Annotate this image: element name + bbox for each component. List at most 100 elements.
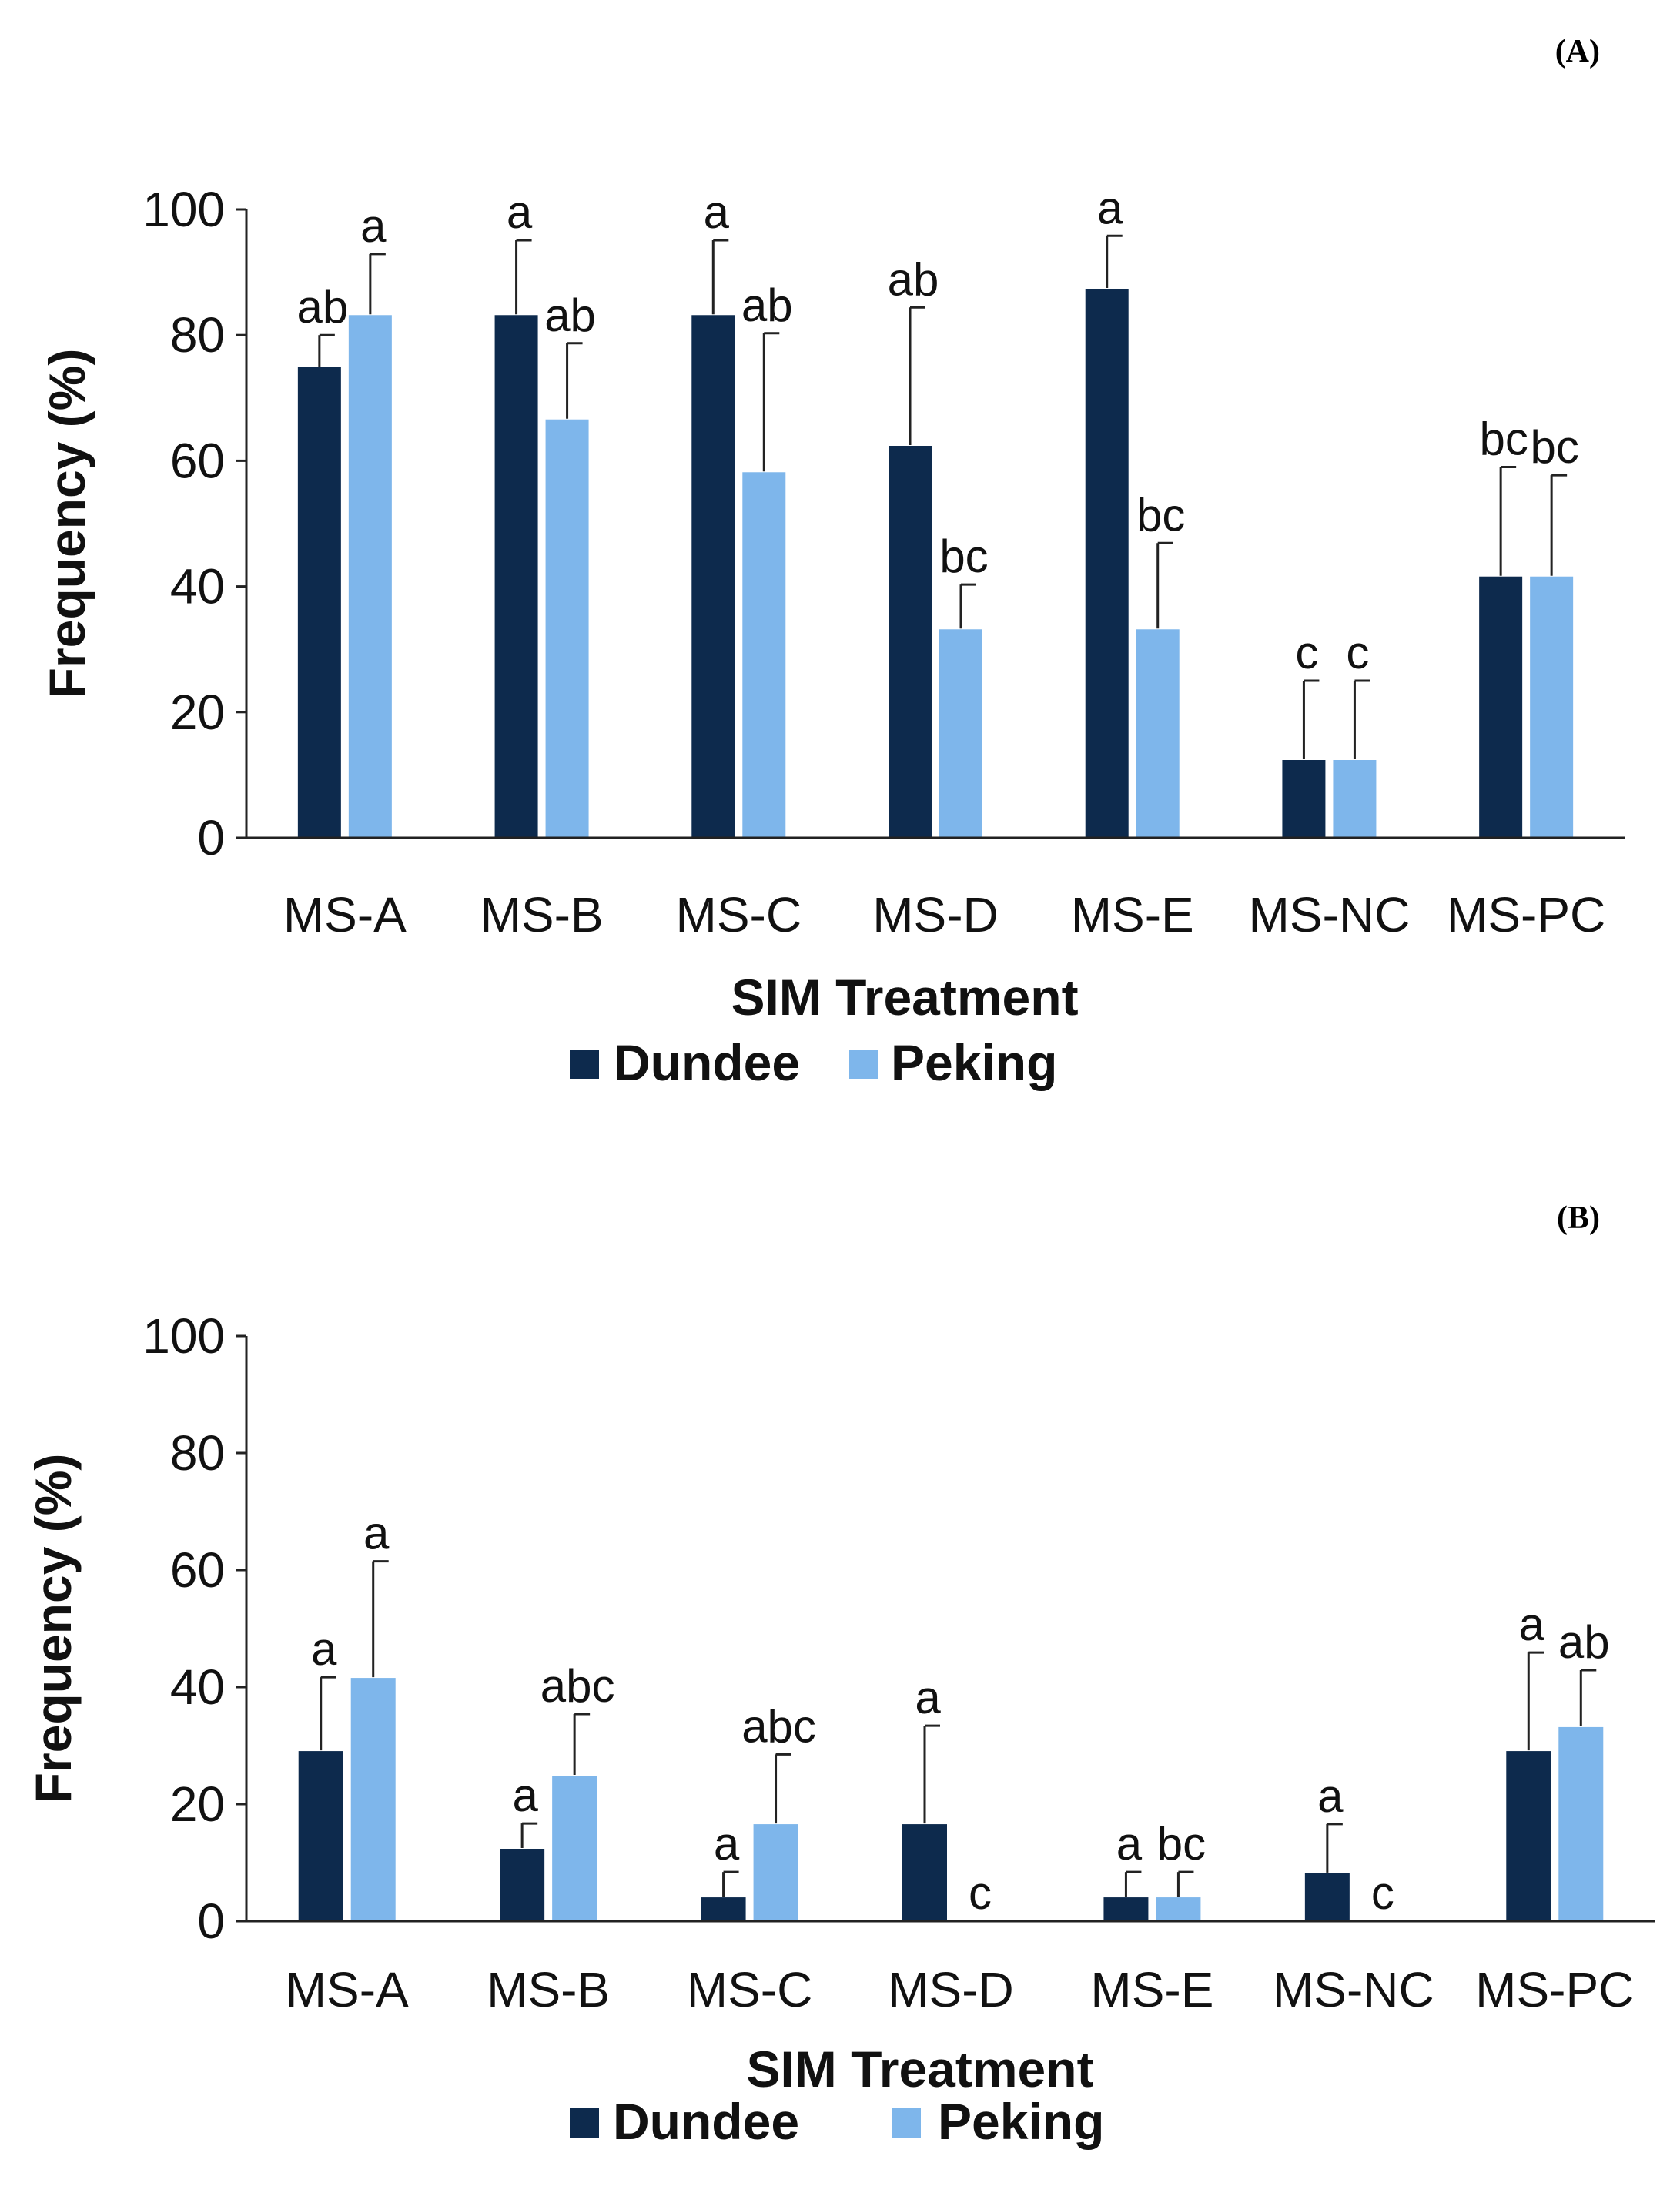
- significance-label: ab: [1558, 1616, 1610, 1668]
- x-tick-label: MS-D: [872, 887, 999, 942]
- significance-label: a: [363, 1508, 390, 1559]
- significance-label: c: [1295, 627, 1318, 678]
- error-bars: [320, 1560, 1597, 1897]
- significance-label: a: [507, 186, 533, 238]
- x-tick-label: MS-A: [286, 1962, 409, 2017]
- significance-label: bc: [1136, 489, 1185, 541]
- bar-peking-ms-d: [938, 628, 984, 839]
- significance-label: a: [915, 1672, 941, 1723]
- bar-dundee-ms-pc: [1504, 1749, 1553, 1923]
- legend-label-dundee: Dundee: [614, 1034, 800, 1091]
- significance-label: a: [1097, 182, 1123, 233]
- bar-dundee-ms-a: [296, 1749, 345, 1923]
- y-tick-label: 60: [170, 1542, 225, 1598]
- significance-label: ab: [741, 280, 793, 331]
- x-tick-label: MS-C: [687, 1962, 813, 2017]
- y-tick-label: 40: [170, 559, 225, 614]
- x-tick-label: MS-D: [888, 1962, 1014, 2017]
- chart-panel-b: (B) 0 20 40 60 80 100 a a a a a a a a abc abc c bc c ab MS…: [25, 1200, 1655, 2150]
- legend: Dundee Peking: [570, 1034, 1057, 1091]
- significance-labels: a a a a a a a a abc abc c bc c ab: [311, 1508, 1610, 1919]
- y-tick-label: 0: [197, 1893, 225, 1949]
- significance-label: abc: [540, 1660, 615, 1712]
- x-axis-title: SIM Treatment: [731, 969, 1078, 1026]
- y-tick-label: 60: [170, 433, 225, 488]
- y-tick-label: 40: [170, 1659, 225, 1715]
- significance-label: a: [1116, 1818, 1143, 1870]
- significance-label: c: [969, 1867, 992, 1919]
- x-tick-label: MS-A: [283, 887, 407, 942]
- bars: [296, 1676, 1605, 1923]
- bar-dundee-ms-a: [296, 366, 343, 839]
- bar-peking-ms-pc: [1528, 574, 1575, 839]
- x-tick-labels: MS-A MS-B MS-C MS-D MS-E MS-NC MS-PC: [283, 887, 1605, 942]
- bar-dundee-ms-c: [690, 313, 737, 839]
- significance-label: bc: [939, 531, 988, 582]
- legend-swatch-peking: [892, 2108, 921, 2138]
- bar-dundee-ms-b: [498, 1847, 547, 1922]
- x-tick-labels: MS-A MS-B MS-C MS-D MS-E MS-NC MS-PC: [286, 1962, 1635, 2017]
- bar-peking-ms-pc: [1557, 1725, 1605, 1922]
- bar-peking-ms-a: [346, 313, 393, 839]
- legend-swatch-peking: [849, 1050, 878, 1079]
- legend-swatch-dundee: [570, 2108, 599, 2138]
- panel-label: (B): [1557, 1200, 1600, 1236]
- significance-label: bc: [1157, 1818, 1206, 1870]
- bar-dundee-ms-nc: [1303, 1871, 1351, 1922]
- y-tick-labels: 0 20 40 60 80 100: [142, 182, 246, 865]
- significance-label: bc: [1479, 413, 1528, 465]
- y-tick-label: 0: [197, 810, 225, 865]
- significance-label: abc: [741, 1700, 816, 1752]
- significance-label: a: [1519, 1599, 1545, 1650]
- bar-dundee-ms-d: [901, 1823, 949, 1923]
- bar-dundee-ms-c: [699, 1896, 748, 1923]
- y-tick-label: 100: [142, 182, 225, 237]
- bars: [296, 287, 1575, 839]
- bar-peking-ms-c: [751, 1823, 800, 1923]
- significance-label: a: [360, 200, 387, 252]
- legend-swatch-dundee: [570, 1050, 599, 1079]
- y-axis-title: Frequency (%): [38, 349, 95, 699]
- bar-dundee-ms-d: [887, 444, 933, 839]
- significance-label: a: [714, 1818, 740, 1870]
- bar-peking-ms-e: [1134, 628, 1181, 839]
- bar-peking-ms-e: [1154, 1896, 1203, 1923]
- x-tick-label: MS-NC: [1273, 1962, 1434, 2017]
- bar-dundee-ms-e: [1102, 1896, 1150, 1923]
- x-axis-title: SIM Treatment: [746, 2041, 1093, 2098]
- x-tick-label: MS-PC: [1475, 1962, 1634, 2017]
- x-tick-label: MS-B: [480, 887, 604, 942]
- bar-dundee-ms-b: [493, 313, 540, 839]
- significance-label: bc: [1530, 421, 1578, 473]
- x-tick-label: MS-E: [1071, 887, 1194, 942]
- bar-dundee-ms-e: [1083, 287, 1130, 839]
- y-tick-label: 80: [170, 1425, 225, 1481]
- panel-label: (A): [1555, 34, 1600, 69]
- x-tick-label: MS-C: [676, 887, 802, 942]
- significance-label: a: [1317, 1770, 1344, 1822]
- y-tick-label: 20: [170, 1776, 225, 1832]
- legend-label-dundee: Dundee: [613, 2093, 799, 2150]
- y-tick-label: 20: [170, 685, 225, 740]
- significance-label: ab: [296, 281, 348, 333]
- significance-label: c: [1346, 627, 1369, 678]
- bar-peking-ms-c: [741, 470, 788, 839]
- y-axis-title: Frequency (%): [25, 1454, 82, 1804]
- bar-peking-ms-nc: [1331, 758, 1378, 839]
- legend-label-peking: Peking: [938, 2093, 1104, 2150]
- y-tick-label: 80: [170, 307, 225, 363]
- legend-label-peking: Peking: [891, 1034, 1057, 1091]
- significance-label: a: [512, 1769, 538, 1821]
- significance-label: ab: [888, 253, 939, 305]
- x-tick-label: MS-PC: [1447, 887, 1605, 942]
- significance-label: a: [704, 186, 730, 238]
- x-tick-label: MS-E: [1090, 1962, 1213, 2017]
- significance-label: c: [1371, 1867, 1394, 1919]
- bar-peking-ms-b: [551, 1774, 599, 1922]
- legend: Dundee Peking: [570, 2093, 1104, 2150]
- y-tick-label: 100: [142, 1308, 225, 1364]
- bar-peking-ms-a: [349, 1676, 397, 1923]
